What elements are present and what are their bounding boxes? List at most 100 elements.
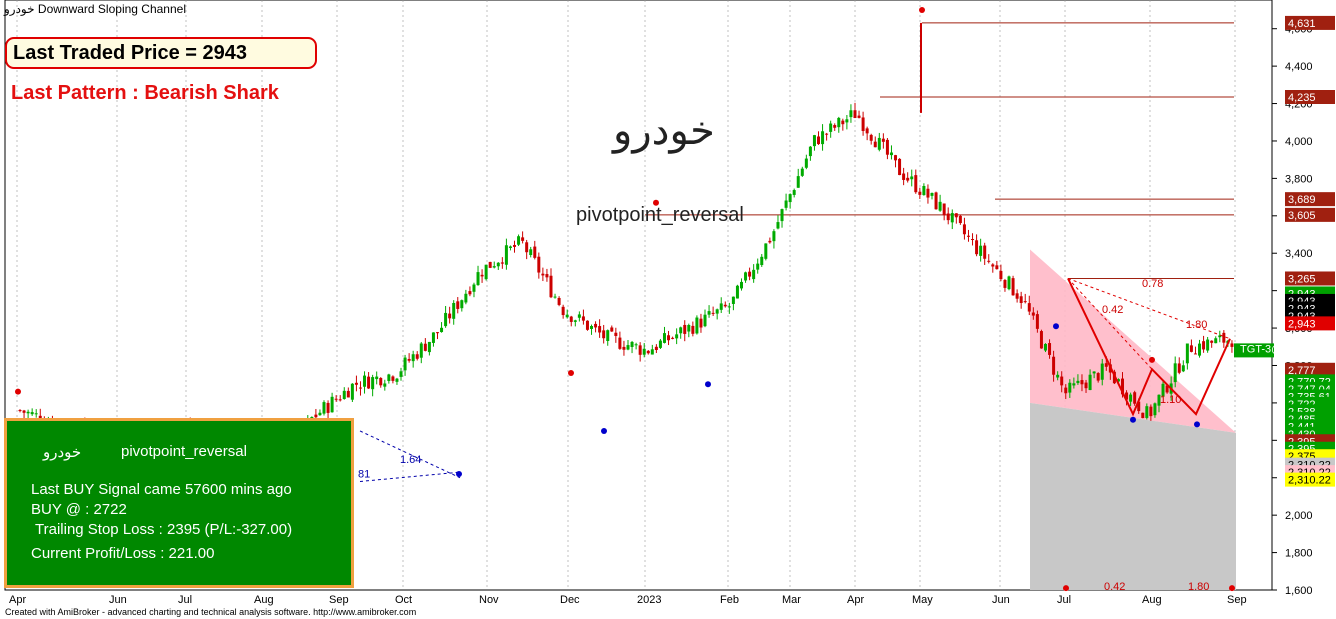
candle-body xyxy=(569,316,573,322)
pivot-marker-high xyxy=(1063,585,1069,592)
candle-body xyxy=(662,333,666,343)
candle-body xyxy=(1100,363,1104,380)
candle-body xyxy=(971,239,975,241)
x-tick-label: Aug xyxy=(254,594,274,606)
candle-body xyxy=(1096,373,1100,381)
y-tick-label: 3,400 xyxy=(1285,248,1313,260)
candle-body xyxy=(1072,383,1076,386)
candle-body xyxy=(1068,382,1072,393)
candle-body xyxy=(1206,339,1210,351)
price-label-bg xyxy=(1285,90,1335,104)
candle-body xyxy=(602,330,606,339)
candle-body xyxy=(873,141,877,148)
candle-body xyxy=(796,176,800,188)
pattern-label: 1.80 xyxy=(1186,319,1207,331)
candle-body xyxy=(675,334,679,339)
price-label: 2,310.22 xyxy=(1288,475,1331,487)
candle-body xyxy=(1092,371,1096,374)
candle-body xyxy=(760,256,764,266)
candle-body xyxy=(423,343,427,351)
pattern-label: 1.80 xyxy=(1188,581,1209,593)
pivot-marker-high xyxy=(919,7,925,13)
candle-body xyxy=(942,203,946,216)
candle-body xyxy=(630,341,634,347)
candle-body xyxy=(1137,401,1141,412)
pattern-label: TGT-3@27 xyxy=(1240,343,1295,355)
candle-body xyxy=(987,260,991,262)
candle-body xyxy=(683,324,687,334)
candle-body xyxy=(894,155,898,161)
candle-body xyxy=(869,134,873,141)
candle-body xyxy=(1165,385,1169,393)
candle-body xyxy=(334,398,338,400)
candle-body xyxy=(18,410,22,412)
candle-body xyxy=(346,390,350,398)
candle-body xyxy=(898,158,902,176)
candle-body xyxy=(833,125,837,128)
candle-body xyxy=(902,173,906,180)
candle-body xyxy=(626,345,630,350)
candle-body xyxy=(561,306,565,316)
candle-body xyxy=(1141,412,1145,419)
pivot-marker-high xyxy=(653,199,659,206)
candle-body xyxy=(1202,341,1206,350)
candle-body xyxy=(513,245,517,247)
candle-body xyxy=(667,335,671,341)
candle-body xyxy=(326,402,330,413)
target-label-bg xyxy=(1234,343,1274,358)
pattern-label: 0.78 xyxy=(1142,278,1163,290)
candle-body xyxy=(812,135,816,147)
candle-body xyxy=(407,358,411,361)
candle-body xyxy=(1064,387,1068,394)
candle-body xyxy=(541,273,545,276)
candle-body xyxy=(1052,356,1056,375)
x-tick-label: Apr xyxy=(847,594,864,606)
price-label: 3,689 xyxy=(1288,194,1316,206)
candle-body xyxy=(553,296,557,298)
candle-body xyxy=(1157,394,1161,406)
x-tick-label: Nov xyxy=(479,594,499,606)
y-tick-label: 4,000 xyxy=(1285,136,1313,148)
candle-body xyxy=(861,117,865,131)
candle-body xyxy=(1060,376,1064,386)
candle-body xyxy=(577,314,581,318)
candle-body xyxy=(419,343,423,358)
candle-body xyxy=(387,374,391,381)
candle-body xyxy=(1015,293,1019,299)
candle-body xyxy=(1185,343,1189,364)
price-label-bg xyxy=(1285,271,1335,286)
candle-body xyxy=(496,262,500,267)
y-tick-label: 1,800 xyxy=(1285,548,1313,560)
candle-body xyxy=(1125,392,1129,400)
candle-body xyxy=(565,314,569,318)
price-label-bg xyxy=(1285,362,1335,377)
candle-body xyxy=(383,383,387,387)
price-label-bg xyxy=(1285,15,1335,30)
candle-body xyxy=(314,414,318,418)
candle-body xyxy=(821,131,825,145)
candle-body xyxy=(484,264,488,280)
panel-trailing-stop: Trailing Stop Loss : 2395 (P/L:-327.00) xyxy=(35,521,293,538)
candle-body xyxy=(1218,335,1222,338)
candle-body xyxy=(962,224,966,235)
candle-body xyxy=(1181,365,1185,372)
pivot-marker-low xyxy=(601,427,607,434)
candle-body xyxy=(687,325,691,332)
price-label: 4,631 xyxy=(1288,18,1316,30)
candle-body xyxy=(1048,343,1052,355)
candle-body xyxy=(638,345,642,355)
pivot-marker-low xyxy=(456,471,462,477)
candle-body xyxy=(910,176,914,180)
candle-body xyxy=(727,306,731,308)
candle-body xyxy=(845,119,849,123)
x-tick-label: Dec xyxy=(560,594,580,606)
candle-body xyxy=(804,158,808,168)
candle-body xyxy=(991,264,995,267)
candle-body xyxy=(371,377,375,390)
candle-body xyxy=(594,323,598,328)
candle-body xyxy=(975,240,979,255)
candle-body xyxy=(658,340,662,348)
candle-body xyxy=(731,296,735,304)
pivot-marker-high xyxy=(568,369,574,376)
candle-body xyxy=(914,175,918,193)
